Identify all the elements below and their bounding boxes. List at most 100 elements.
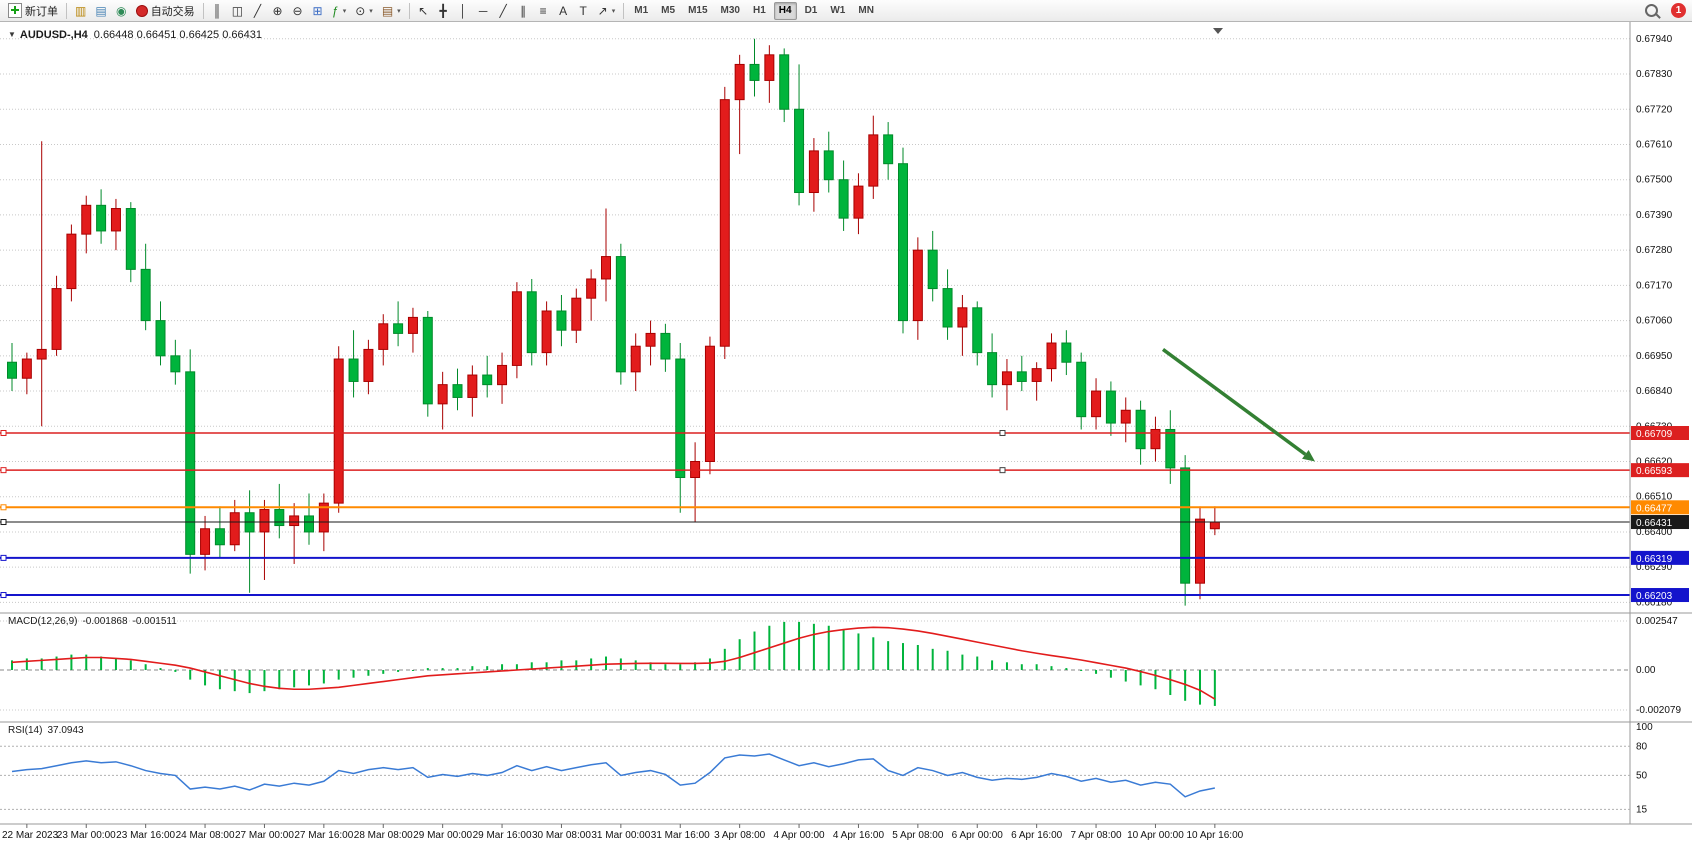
dropdown-caret-icon: ▾ <box>397 7 401 15</box>
svg-text:7 Apr 08:00: 7 Apr 08:00 <box>1070 830 1122 841</box>
zoom-in-icon: ⊕ <box>272 3 283 18</box>
symbol-title: AUDUSD-,H4 <box>19 29 88 41</box>
timeframe-h1[interactable]: H1 <box>748 2 771 20</box>
timeframe-h4[interactable]: H4 <box>773 1 797 20</box>
rsi-value: 37.0943 <box>47 725 84 736</box>
svg-text:-0.002079: -0.002079 <box>1636 705 1681 716</box>
svg-text:24 Mar 08:00: 24 Mar 08:00 <box>176 830 235 841</box>
chart-window[interactable]: 0.67940 0.67830 0.67720 0.67610 0.67500 0.673… <box>0 22 1692 847</box>
svg-text:0.67830: 0.67830 <box>1636 69 1673 80</box>
rsi-panel: 100 80 50 15 <box>0 722 1653 815</box>
timeframes-group: M1 M5 M15 M30 H1 H4 D1 W1 MN <box>628 1 880 20</box>
notification-badge[interactable]: 1 <box>1671 3 1686 18</box>
svg-text:0.66400: 0.66400 <box>1636 527 1673 538</box>
svg-text:23 Mar 00:00: 23 Mar 00:00 <box>57 830 116 841</box>
timeframe-mn[interactable]: MN <box>853 2 879 20</box>
data-window-button[interactable]: ▤ <box>91 1 110 20</box>
svg-text:28 Mar 08:00: 28 Mar 08:00 <box>354 830 413 841</box>
text-button[interactable]: A <box>554 1 573 20</box>
svg-text:29 Mar 16:00: 29 Mar 16:00 <box>473 830 532 841</box>
arrows-button[interactable]: ↗ ▾ <box>594 1 620 20</box>
auto-trading-label: 自动交易 <box>150 5 195 18</box>
data-window-icon: ▤ <box>95 3 107 18</box>
fibonacci-icon: ≡ <box>539 3 547 18</box>
timeframe-w1[interactable]: W1 <box>825 2 850 20</box>
svg-text:0.66620: 0.66620 <box>1636 456 1673 467</box>
chevron-down-icon[interactable]: ▼ <box>8 30 16 39</box>
svg-text:0.66203: 0.66203 <box>1636 591 1673 602</box>
macd-name: MACD(12,26,9) <box>8 616 78 627</box>
price-chart-canvas[interactable]: 0.67940 0.67830 0.67720 0.67610 0.67500 0.673… <box>0 22 1692 847</box>
timeframe-m1[interactable]: M1 <box>629 2 653 20</box>
svg-text:0.66950: 0.66950 <box>1636 351 1673 362</box>
vertical-line-button[interactable]: │ <box>454 1 473 20</box>
vertical-line-icon: │ <box>459 3 467 18</box>
svg-text:31 Mar 16:00: 31 Mar 16:00 <box>651 830 710 841</box>
price-gridlines: 0.67940 0.67830 0.67720 0.67610 0.67500 0.673… <box>0 34 1673 608</box>
svg-text:0.66180: 0.66180 <box>1636 597 1673 608</box>
toolbar-separator <box>66 2 67 19</box>
toolbar-separator <box>623 2 625 19</box>
bar-chart-icon: ║ <box>212 3 222 18</box>
svg-text:0.66840: 0.66840 <box>1636 386 1673 397</box>
macd-value-main: -0.001868 <box>82 616 128 627</box>
new-order-button[interactable]: 新订单 <box>4 1 62 20</box>
timeframe-m30[interactable]: M30 <box>716 2 745 20</box>
fibonacci-button[interactable]: ≡ <box>534 1 553 20</box>
market-watch-button[interactable]: ▥ <box>71 1 90 20</box>
channel-button[interactable]: ∥ <box>514 1 533 20</box>
svg-text:0.66290: 0.66290 <box>1636 562 1673 573</box>
zoom-in-button[interactable]: ⊕ <box>268 1 287 20</box>
chart-controls-group: ║ ◫ ╱ ⊕ ⊖ ⊞ ƒ ▾ ⊙ ▾ ▤ ▾ <box>208 1 405 20</box>
price-badges: 0.667090.665930.664770.664310.663190.662… <box>1631 425 1689 603</box>
trendline-button[interactable]: ╱ <box>494 1 513 20</box>
text-label-button[interactable]: T <box>574 1 593 20</box>
rsi-name: RSI(14) <box>8 725 43 736</box>
timeframe-m15[interactable]: M15 <box>683 2 712 20</box>
templates-button[interactable]: ▤ ▾ <box>378 1 405 20</box>
svg-text:50: 50 <box>1636 770 1648 781</box>
svg-text:0.67720: 0.67720 <box>1636 104 1673 115</box>
svg-text:31 Mar 00:00: 31 Mar 00:00 <box>591 830 650 841</box>
svg-text:0.66431: 0.66431 <box>1636 518 1673 529</box>
text-label-icon: T <box>579 3 587 18</box>
svg-text:0.002547: 0.002547 <box>1636 616 1678 627</box>
auto-trading-icon <box>135 4 148 17</box>
candlestick-chart-icon: ◫ <box>231 3 244 18</box>
timeframe-m5[interactable]: M5 <box>656 2 680 20</box>
indicators-button[interactable]: ƒ ▾ <box>328 1 350 20</box>
auto-trading-button[interactable]: 自动交易 <box>132 1 199 20</box>
periods-button[interactable]: ⊙ ▾ <box>351 1 377 20</box>
horizontal-line-button[interactable]: ─ <box>474 1 493 20</box>
svg-text:0.66593: 0.66593 <box>1636 466 1673 477</box>
toolbar-separator <box>408 2 410 19</box>
macd-indicator-label: MACD(12,26,9) -0.001868 -0.001511 <box>8 616 182 627</box>
cursor-icon: ↖ <box>418 3 429 18</box>
candlestick-chart-button[interactable]: ◫ <box>228 1 247 20</box>
svg-text:100: 100 <box>1636 722 1653 733</box>
timeframe-d1[interactable]: D1 <box>800 2 823 20</box>
horizontal-lines-layer <box>0 429 1630 599</box>
crosshair-button[interactable]: ╋ <box>434 1 453 20</box>
bar-chart-button[interactable]: ║ <box>208 1 227 20</box>
arrows-icon: ↗ <box>597 3 608 18</box>
navigator-button[interactable]: ◉ <box>112 1 131 20</box>
tile-windows-icon: ⊞ <box>312 3 323 18</box>
new-order-icon <box>8 3 22 18</box>
new-order-label: 新订单 <box>25 5 58 18</box>
svg-text:27 Mar 00:00: 27 Mar 00:00 <box>235 830 294 841</box>
dropdown-caret-icon: ▾ <box>611 7 616 15</box>
tile-windows-button[interactable]: ⊞ <box>308 1 327 20</box>
svg-text:22 Mar 2023: 22 Mar 2023 <box>2 830 59 841</box>
svg-text:15: 15 <box>1636 804 1648 815</box>
dropdown-caret-icon: ▾ <box>369 7 373 15</box>
zoom-out-button[interactable]: ⊖ <box>288 1 307 20</box>
svg-text:6 Apr 00:00: 6 Apr 00:00 <box>952 830 1004 841</box>
svg-text:0.67940: 0.67940 <box>1636 34 1673 45</box>
cursor-button[interactable]: ↖ <box>414 1 433 20</box>
search-icon[interactable] <box>1645 4 1658 17</box>
svg-text:30 Mar 08:00: 30 Mar 08:00 <box>532 830 591 841</box>
line-chart-button[interactable]: ╱ <box>248 1 267 20</box>
svg-text:0.67170: 0.67170 <box>1636 280 1673 291</box>
